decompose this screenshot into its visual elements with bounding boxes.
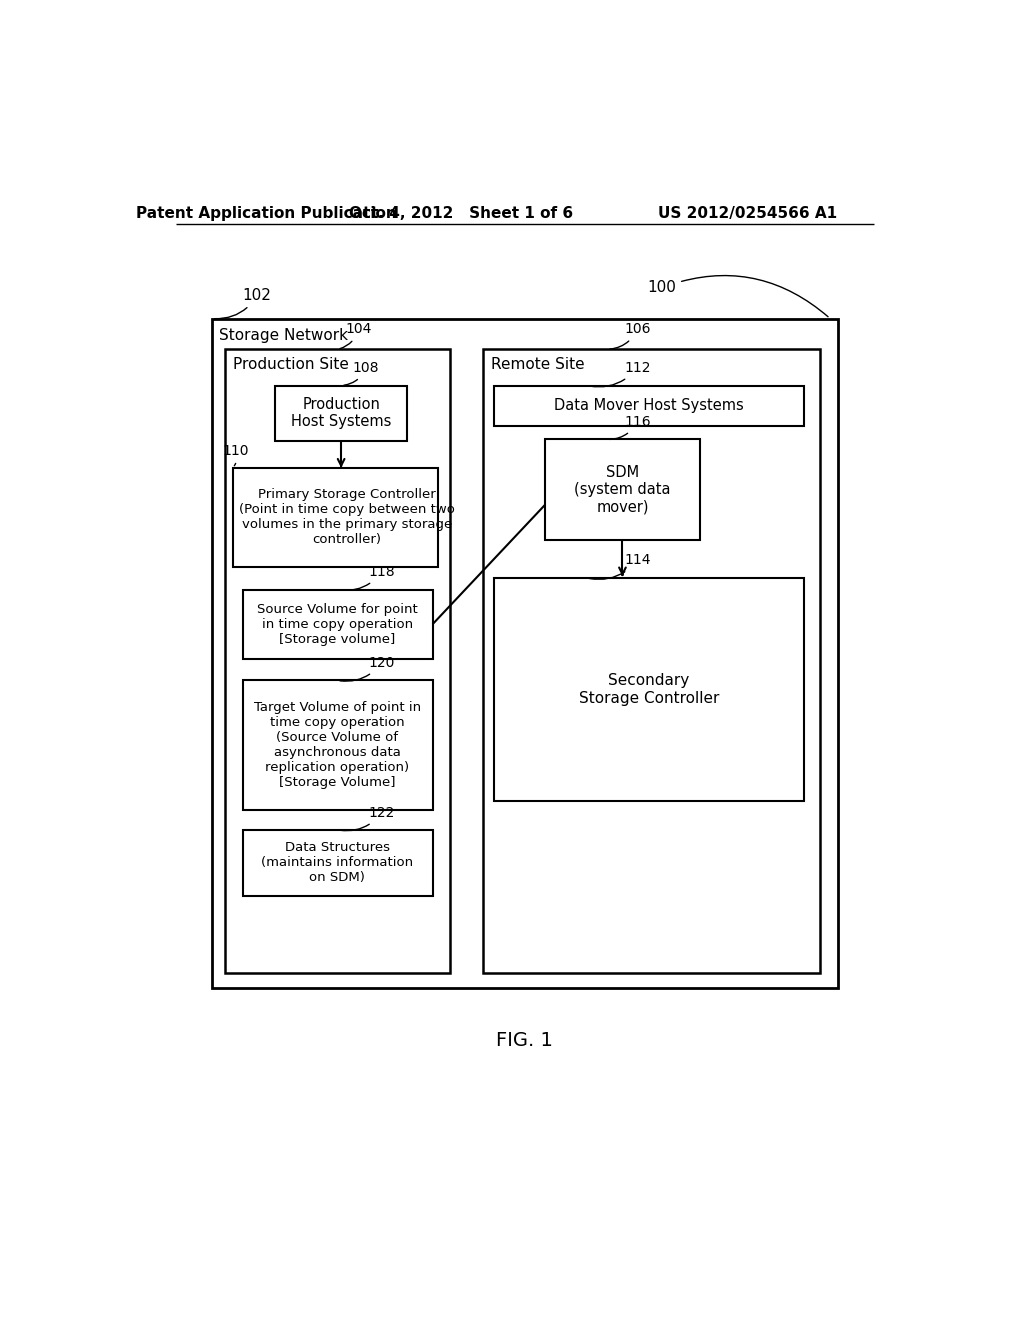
Text: SDM
(system data
mover): SDM (system data mover) — [574, 465, 671, 515]
Bar — [243, 681, 432, 810]
Text: Data Structures
(maintains information
on SDM): Data Structures (maintains information o… — [261, 841, 414, 884]
Text: Oct. 4, 2012   Sheet 1 of 6: Oct. 4, 2012 Sheet 1 of 6 — [349, 206, 573, 222]
Text: 104: 104 — [340, 322, 372, 348]
Text: Production
Host Systems: Production Host Systems — [291, 397, 391, 429]
Text: Remote Site: Remote Site — [490, 358, 585, 372]
Bar — [212, 318, 838, 989]
Text: 118: 118 — [340, 565, 395, 590]
Text: 108: 108 — [344, 360, 379, 385]
Text: Target Volume of point in
time copy operation
(Source Volume of
asynchronous dat: Target Volume of point in time copy oper… — [254, 701, 421, 789]
Text: Data Mover Host Systems: Data Mover Host Systems — [554, 399, 743, 413]
Bar — [232, 469, 438, 566]
Text: 106: 106 — [609, 322, 650, 350]
Text: 102: 102 — [214, 288, 271, 318]
Bar — [483, 350, 820, 973]
Bar — [243, 590, 432, 659]
Text: 122: 122 — [340, 807, 394, 830]
Bar — [275, 385, 407, 441]
Text: Storage Network: Storage Network — [219, 327, 348, 343]
Bar — [545, 440, 700, 540]
Bar — [243, 830, 432, 896]
Text: 114: 114 — [590, 553, 650, 579]
Text: Source Volume for point
in time copy operation
[Storage volume]: Source Volume for point in time copy ope… — [257, 603, 418, 645]
Text: FIG. 1: FIG. 1 — [497, 1031, 553, 1049]
Text: 112: 112 — [590, 360, 650, 387]
Text: 110: 110 — [222, 444, 249, 466]
Text: Primary Storage Controller
(Point in time copy between two
volumes in the primar: Primary Storage Controller (Point in tim… — [239, 488, 455, 546]
Text: Secondary
Storage Controller: Secondary Storage Controller — [579, 673, 719, 706]
Text: Production Site: Production Site — [232, 358, 348, 372]
Bar — [494, 578, 804, 801]
Text: US 2012/0254566 A1: US 2012/0254566 A1 — [658, 206, 838, 222]
Text: Patent Application Publication: Patent Application Publication — [135, 206, 396, 222]
Bar — [225, 350, 450, 973]
Text: 116: 116 — [609, 414, 650, 440]
Text: 120: 120 — [340, 656, 394, 681]
Text: 100: 100 — [647, 276, 828, 317]
Bar — [494, 385, 804, 425]
